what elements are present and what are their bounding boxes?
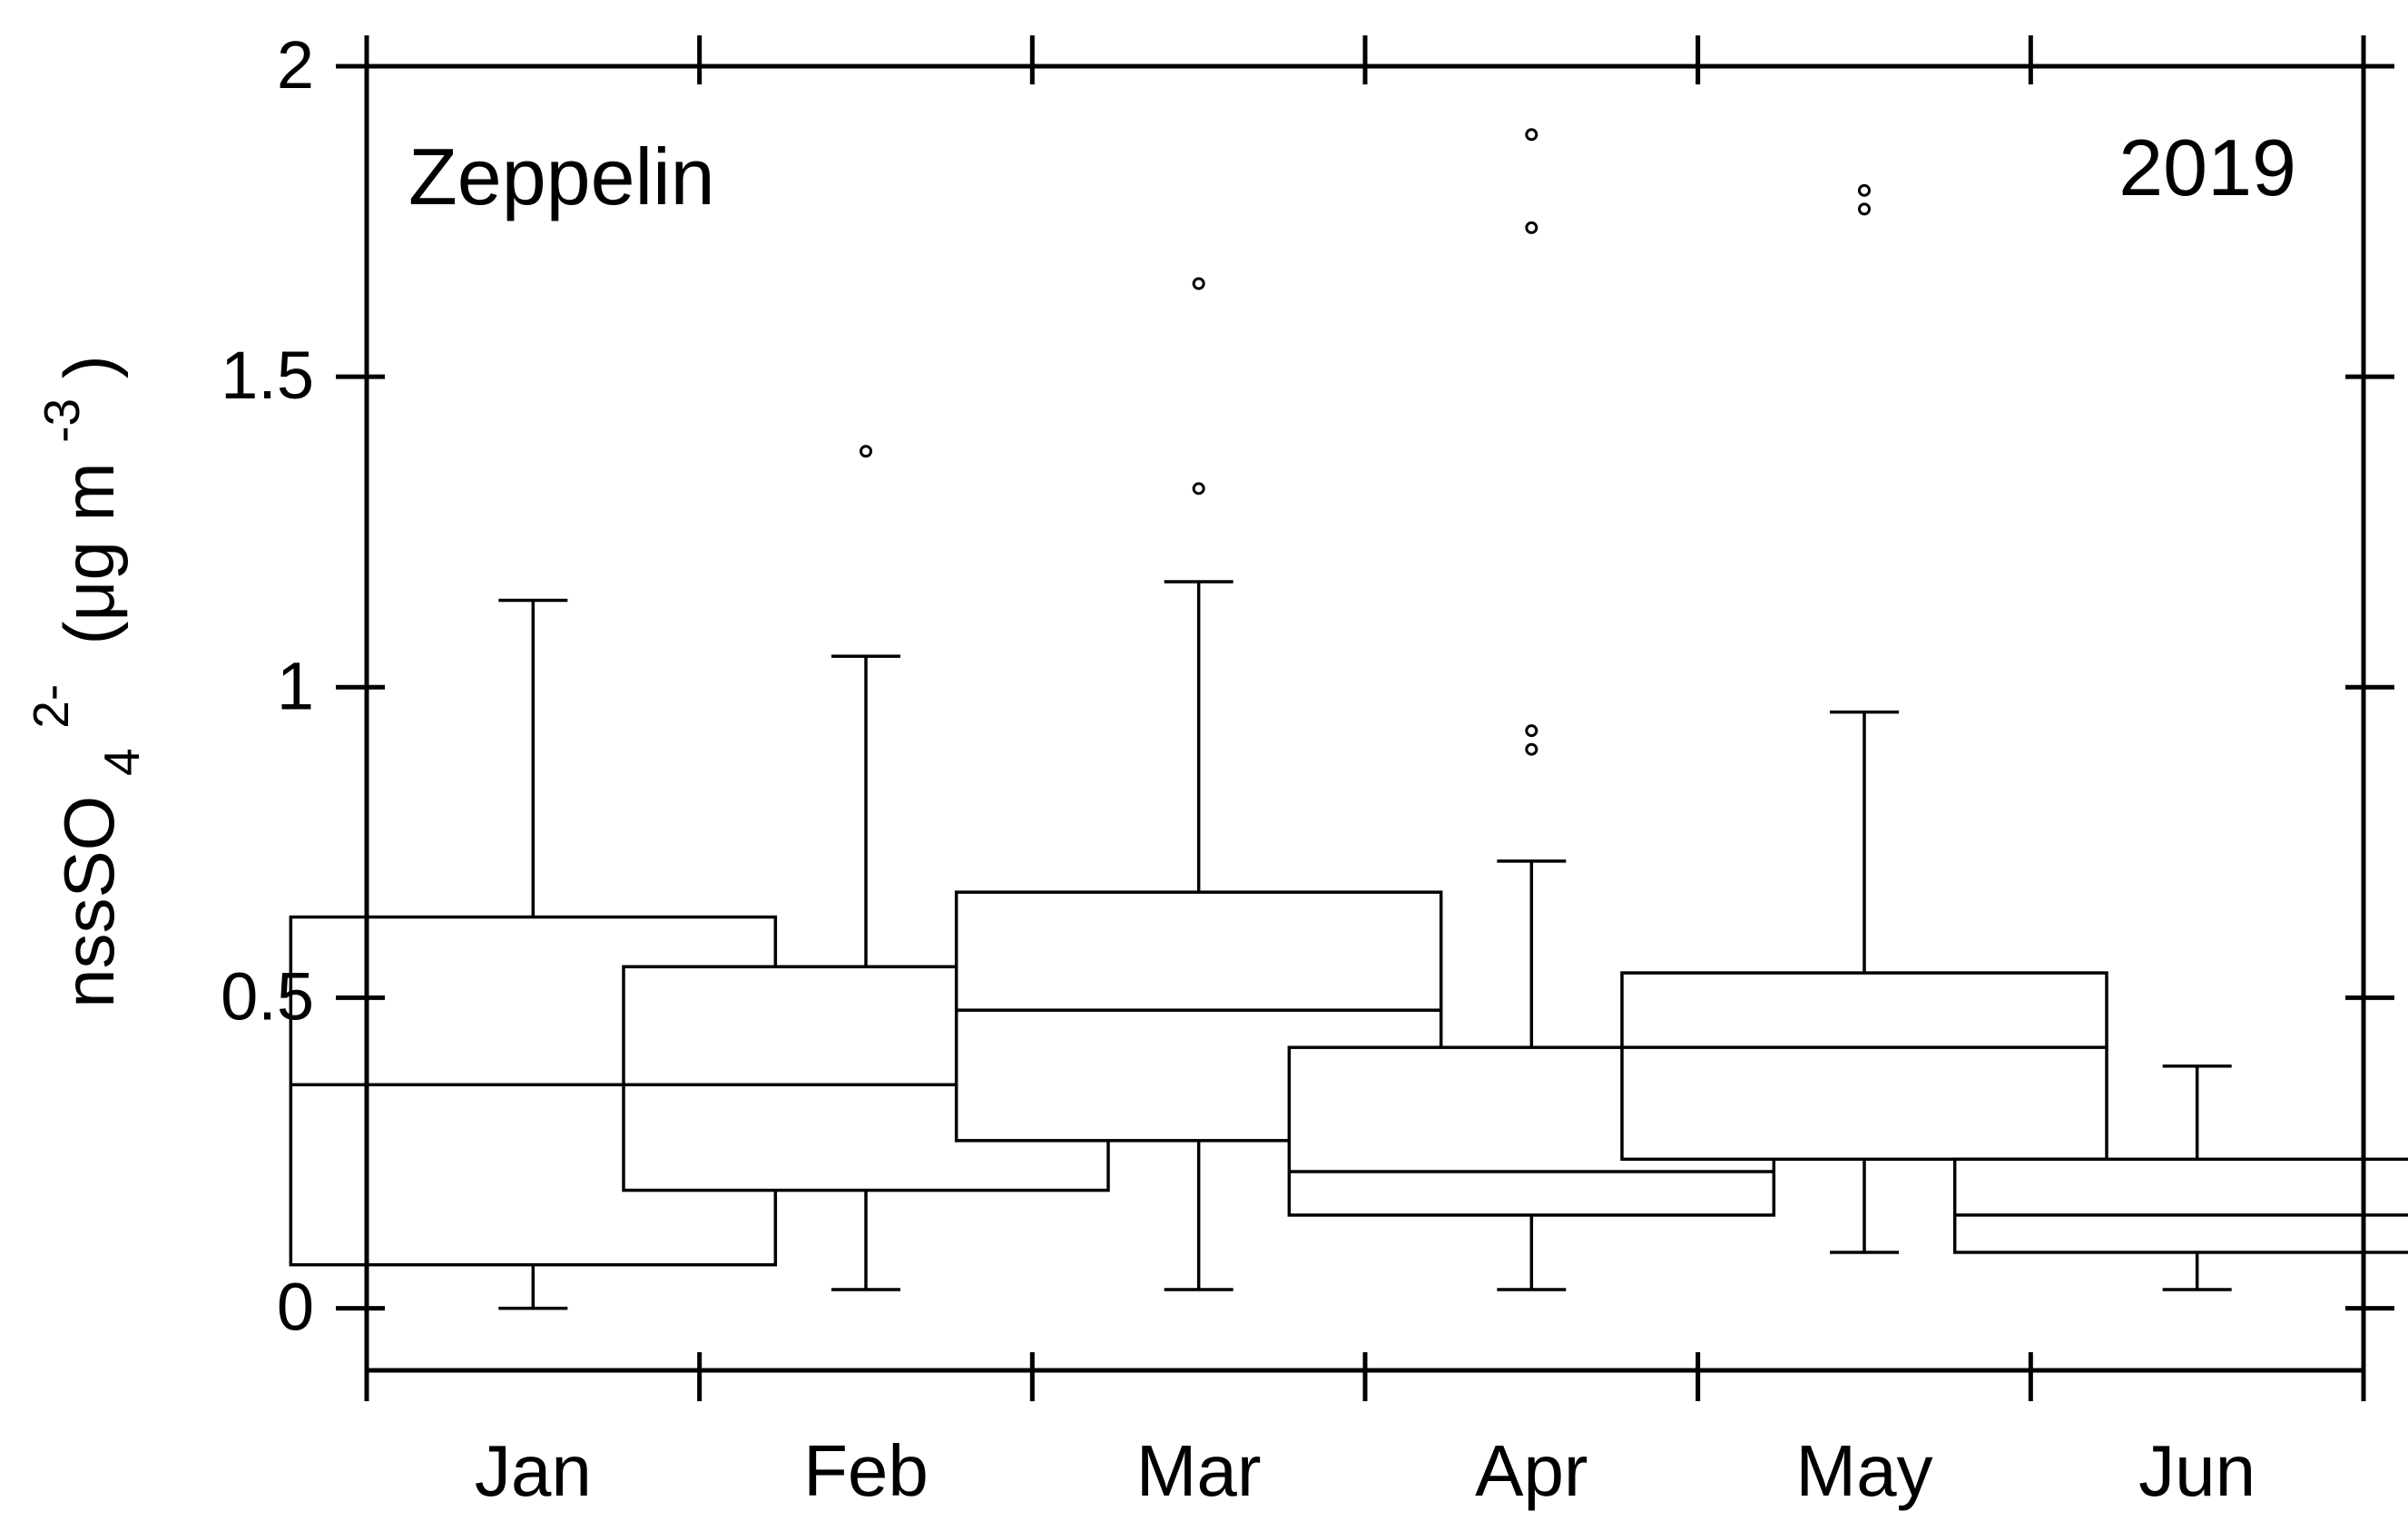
y-axis-title: nssSO 4 2- (μg m -3 ) [4, 355, 154, 1007]
x-category-label: May [1795, 1430, 1932, 1511]
outlier-point [1858, 202, 1871, 216]
box-group-may [1620, 183, 2108, 1254]
x-category-label: Jun [2138, 1430, 2256, 1511]
outlier-point [1525, 128, 1538, 142]
y-axis-title-unit-superscript: -3 [34, 398, 90, 443]
labels-layer: Zeppelin 2019 nssSO 4 2- (μg m -3 ) [4, 123, 2296, 1008]
y-axis-title-main: nssSO [49, 796, 129, 1008]
y-axis-title-subscript: 4 [93, 748, 150, 776]
outlier-point [1192, 277, 1205, 290]
y-axis-title-superscript: 2- [23, 684, 79, 729]
x-category-label: Mar [1136, 1430, 1262, 1511]
box-iqr [1952, 1157, 2408, 1254]
outlier-point [1525, 724, 1538, 738]
y-axis-title-unit-close: ) [49, 355, 129, 378]
station-annotation: Zeppelin [408, 132, 715, 221]
outlier-point [860, 445, 872, 458]
box-group-feb [622, 445, 1110, 1291]
y-tick-label: 0.5 [221, 958, 314, 1034]
y-tick-label: 1.5 [221, 338, 314, 413]
x-category-label: Apr [1475, 1430, 1588, 1511]
outlier-point [1525, 742, 1538, 756]
x-category-label: Jan [475, 1430, 592, 1511]
year-annotation: 2019 [2118, 123, 2296, 212]
outlier-point [1858, 183, 1871, 197]
box-group-jun [1952, 1064, 2408, 1291]
boxes-layer [289, 128, 2408, 1310]
axes-layer: 0 0.5 1 1.5 2 Jan Feb Mar Apr May Jun [221, 27, 2394, 1511]
box-iqr [1620, 971, 2108, 1162]
outlier-point [1192, 482, 1205, 496]
y-axis-title-unit-open: (μg m [49, 463, 129, 665]
y-tick-label: 1 [277, 648, 314, 723]
y-tick-label: 0 [277, 1270, 314, 1345]
x-category-label: Feb [803, 1430, 929, 1511]
box-group-jan [289, 598, 778, 1310]
outlier-point [1525, 221, 1538, 234]
y-tick-label: 2 [277, 27, 314, 103]
